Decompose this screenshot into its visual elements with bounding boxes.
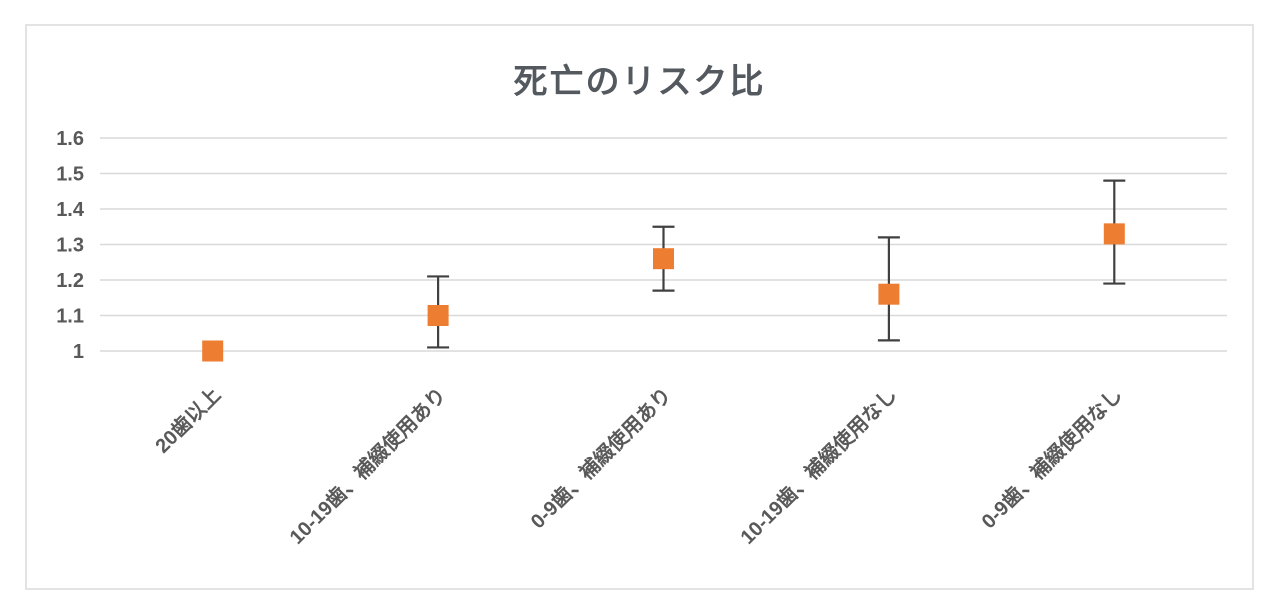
y-axis-tick-label: 1.5 <box>56 164 84 186</box>
y-axis-tick-label: 1.3 <box>56 235 84 257</box>
x-axis-category-label: 10-19歯、補綴使用なし <box>735 383 901 549</box>
x-axis-category-label: 0-9歯、補綴使用なし <box>976 383 1127 534</box>
data-point-marker <box>653 248 674 270</box>
x-axis-category-label: 10-19歯、補綴使用あり <box>284 383 450 549</box>
y-axis-tick-label: 1.6 <box>56 128 84 150</box>
y-axis-tick-label: 1 <box>73 341 84 363</box>
y-axis-tick-label: 1.1 <box>56 306 84 328</box>
x-axis-category-label: 0-9歯、補綴使用あり <box>525 383 676 534</box>
data-point-marker <box>202 340 224 362</box>
chart-title: 死亡のリスク比 <box>513 63 766 101</box>
y-axis-tick-label: 1.4 <box>56 199 85 221</box>
y-axis-tick-label: 1.2 <box>56 270 84 292</box>
data-point-marker <box>1103 223 1125 245</box>
risk-ratio-chart: 1 1.1 1.2 1.3 1.4 1.5 1.6 20歯以上 10-19歯、補綴使用あり 0-9… <box>56 128 1227 549</box>
data-point-marker <box>427 305 449 326</box>
data-point-marker <box>878 283 900 305</box>
x-axis-category-label: 20歯以上 <box>150 383 225 458</box>
chart-frame: 死亡のリスク比 1 1.1 1.2 1.3 1.4 1.5 1.6 20歯以上 10-19歯、補… <box>25 24 1254 590</box>
